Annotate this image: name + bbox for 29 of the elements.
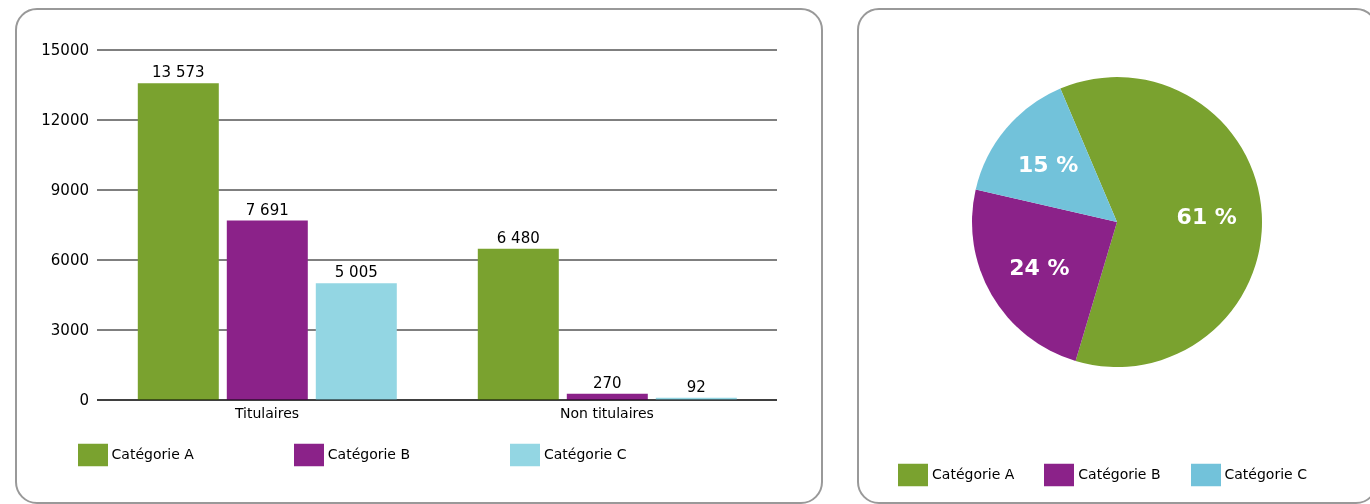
data-label: 13 573 bbox=[152, 63, 205, 82]
legend-label: Catégorie A bbox=[932, 466, 1015, 482]
bar bbox=[226, 220, 308, 400]
legend-label: Catégorie A bbox=[111, 446, 194, 462]
y-tick-label: 9000 bbox=[50, 181, 89, 200]
legend-label: Catégorie C bbox=[1224, 466, 1307, 482]
data-label: 92 bbox=[686, 377, 706, 396]
bar bbox=[315, 283, 397, 400]
x-tick-label: Non titulaires bbox=[560, 404, 654, 421]
data-label: 6 480 bbox=[496, 228, 540, 247]
data-label: 15 % bbox=[1017, 151, 1079, 177]
data-label: 7 691 bbox=[245, 200, 289, 219]
y-tick-label: 12000 bbox=[41, 111, 89, 130]
legend-label: Catégorie B bbox=[1078, 466, 1161, 482]
bar bbox=[137, 83, 219, 400]
pie-slice bbox=[972, 189, 1117, 361]
y-tick-label: 6000 bbox=[50, 251, 89, 270]
legend-label: Catégorie B bbox=[327, 446, 411, 462]
bar bbox=[477, 248, 559, 400]
y-tick-label: 3000 bbox=[50, 321, 89, 340]
legend-label: Catégorie C bbox=[544, 446, 627, 462]
data-label: 5 005 bbox=[334, 263, 378, 282]
pie-slice bbox=[975, 88, 1117, 222]
x-tick-label: Titulaires bbox=[233, 404, 300, 421]
data-label: 24 % bbox=[1009, 254, 1070, 280]
data-label: 61 % bbox=[1176, 204, 1237, 230]
y-tick-label: 0 bbox=[79, 391, 89, 410]
y-tick-label: 15000 bbox=[41, 41, 89, 60]
data-label: 270 bbox=[592, 373, 622, 392]
